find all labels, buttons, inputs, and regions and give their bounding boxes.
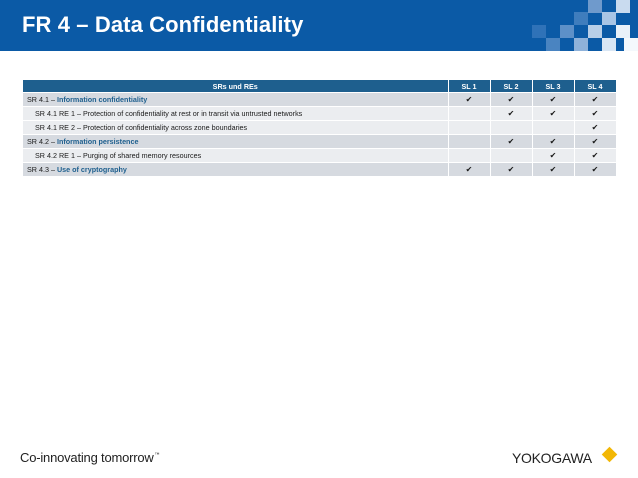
requirement-title: Information persistence [56,137,139,146]
enhancement-row: SR 4.1 RE 2 – Protection of confidential… [23,120,617,135]
checkmark-icon: ✔ [532,92,575,107]
column-header-sl2: SL 2 [490,80,533,93]
checkmark-icon: ✔ [574,106,617,121]
checkmark-icon: ✔ [574,134,617,149]
checkmark-icon: ✔ [448,92,491,107]
requirement-row: SR 4.1 – Information confidentiality ✔ ✔ ✔ ✔ [23,92,617,107]
empty-level-cell [448,106,491,121]
tagline-text: Co-innovating tomorrow [20,450,154,465]
security-requirements-table: SRs und REs SL 1 SL 2 SL 3 SL 4 SR 4.1 –… [23,80,617,177]
trademark-symbol: ™ [154,452,160,458]
row-label: SR 4.1 – Information confidentiality [23,92,449,107]
logo-diamond-icon [601,446,618,463]
requirement-id: SR 4.1 – [27,95,57,104]
column-header-requirements: SRs und REs [23,80,449,93]
column-header-sl4: SL 4 [574,80,617,93]
empty-level-cell [490,120,533,135]
requirement-title: Information confidentiality [56,95,148,104]
header-mosaic-decoration [0,0,638,51]
slide-header: FR 4 – Data Confidentiality [0,0,638,51]
empty-level-cell [532,120,575,135]
slide-title: FR 4 – Data Confidentiality [22,12,304,37]
yokogawa-logo: YOKOGAWA [512,450,592,466]
requirement-row: SR 4.2 – Information persistence ✔ ✔ ✔ [23,134,617,149]
row-label: SR 4.2 RE 1 – Purging of shared memory r… [23,148,449,163]
requirement-id: SR 4.3 – [27,165,57,174]
enhancement-row: SR 4.1 RE 1 – Protection of confidential… [23,106,617,121]
checkmark-icon: ✔ [490,134,533,149]
row-label: SR 4.3 – Use of cryptography [23,162,449,177]
checkmark-icon: ✔ [532,106,575,121]
empty-level-cell [448,148,491,163]
empty-level-cell [490,148,533,163]
checkmark-icon: ✔ [574,92,617,107]
empty-level-cell [448,120,491,135]
checkmark-icon: ✔ [532,148,575,163]
checkmark-icon: ✔ [490,106,533,121]
table-header-row: SRs und REs SL 1 SL 2 SL 3 SL 4 [23,80,617,93]
row-label: SR 4.1 RE 2 – Protection of confidential… [23,120,449,135]
checkmark-icon: ✔ [532,134,575,149]
checkmark-icon: ✔ [448,162,491,177]
checkmark-icon: ✔ [490,162,533,177]
checkmark-icon: ✔ [574,148,617,163]
column-header-sl3: SL 3 [532,80,575,93]
requirement-row: SR 4.3 – Use of cryptography ✔ ✔ ✔ ✔ [23,162,617,177]
checkmark-icon: ✔ [490,92,533,107]
checkmark-icon: ✔ [574,162,617,177]
column-header-sl1: SL 1 [448,80,491,93]
requirement-title: Use of cryptography [56,165,127,174]
checkmark-icon: ✔ [532,162,575,177]
empty-level-cell [448,134,491,149]
row-label: SR 4.2 – Information persistence [23,134,449,149]
row-label: SR 4.1 RE 1 – Protection of confidential… [23,106,449,121]
checkmark-icon: ✔ [574,120,617,135]
enhancement-row: SR 4.2 RE 1 – Purging of shared memory r… [23,148,617,163]
footer-tagline: Co-innovating tomorrow™ [20,450,160,465]
requirement-id: SR 4.2 – [27,137,57,146]
